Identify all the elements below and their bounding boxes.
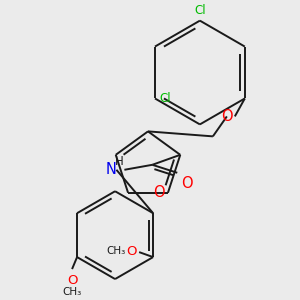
Text: O: O	[67, 274, 77, 287]
Text: CH₃: CH₃	[106, 246, 125, 256]
Text: O: O	[153, 185, 165, 200]
Text: O: O	[181, 176, 193, 191]
Text: Cl: Cl	[194, 4, 206, 16]
Text: CH₃: CH₃	[62, 287, 82, 297]
Text: Cl: Cl	[159, 92, 171, 105]
Text: H: H	[115, 155, 123, 168]
Text: N: N	[106, 162, 116, 177]
Text: O: O	[127, 244, 137, 258]
Text: O: O	[221, 109, 233, 124]
